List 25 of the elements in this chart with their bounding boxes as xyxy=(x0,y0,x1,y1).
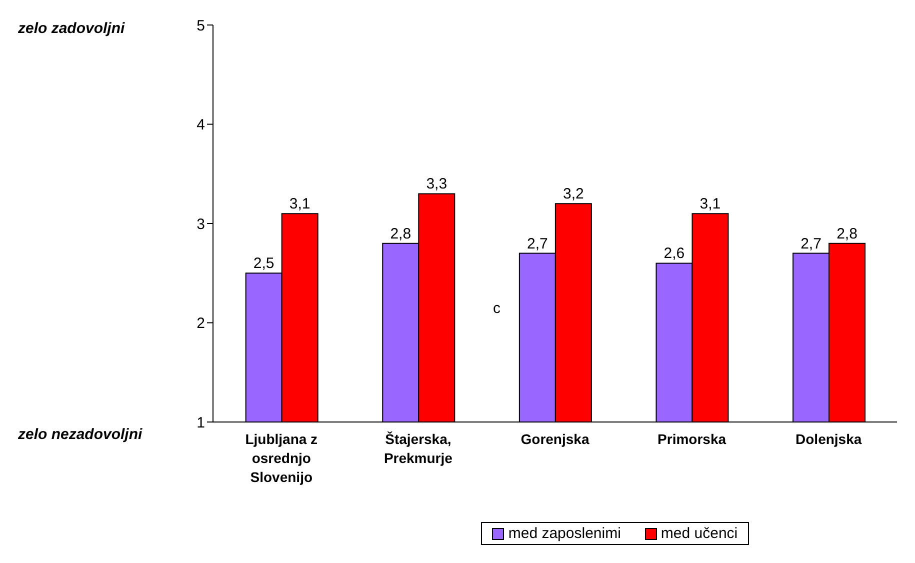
y-tick-label: 3 xyxy=(196,216,205,233)
data-label: 2,8 xyxy=(836,225,858,242)
legend-label: med zaposlenimi xyxy=(507,525,621,542)
y-tick-label: 1 xyxy=(196,414,205,432)
x-tick-label: Gorenjska xyxy=(520,431,590,447)
x-tick-label: Štajerska, Prekmurje xyxy=(384,431,453,466)
annotation: c xyxy=(493,300,500,317)
data-label: 2,7 xyxy=(527,235,548,252)
text: zelo zadovoljni xyxy=(18,20,125,37)
data-label: 2,7 xyxy=(800,235,822,252)
data-label: 2,8 xyxy=(390,225,412,242)
data-label: 2,6 xyxy=(664,245,685,262)
y-tick-label: 2 xyxy=(196,315,205,332)
x-tick-label: Primorska xyxy=(658,431,726,447)
y-tick-label: 5 xyxy=(196,17,205,34)
data-label: 3,2 xyxy=(563,186,584,203)
data-label: 2,5 xyxy=(253,255,274,272)
x-tick-label: Ljubljana z osrednjo Slovenijo xyxy=(245,431,318,485)
x-tick-label: Dolenjska xyxy=(796,431,862,447)
data-label: 3,1 xyxy=(289,196,310,213)
data-label: 3,3 xyxy=(426,176,448,193)
data-label: 3,1 xyxy=(700,196,721,213)
text: zelo nezadovoljni xyxy=(18,426,142,443)
y-tick-label: 4 xyxy=(196,116,205,134)
legend-label: med učenci xyxy=(660,525,738,542)
